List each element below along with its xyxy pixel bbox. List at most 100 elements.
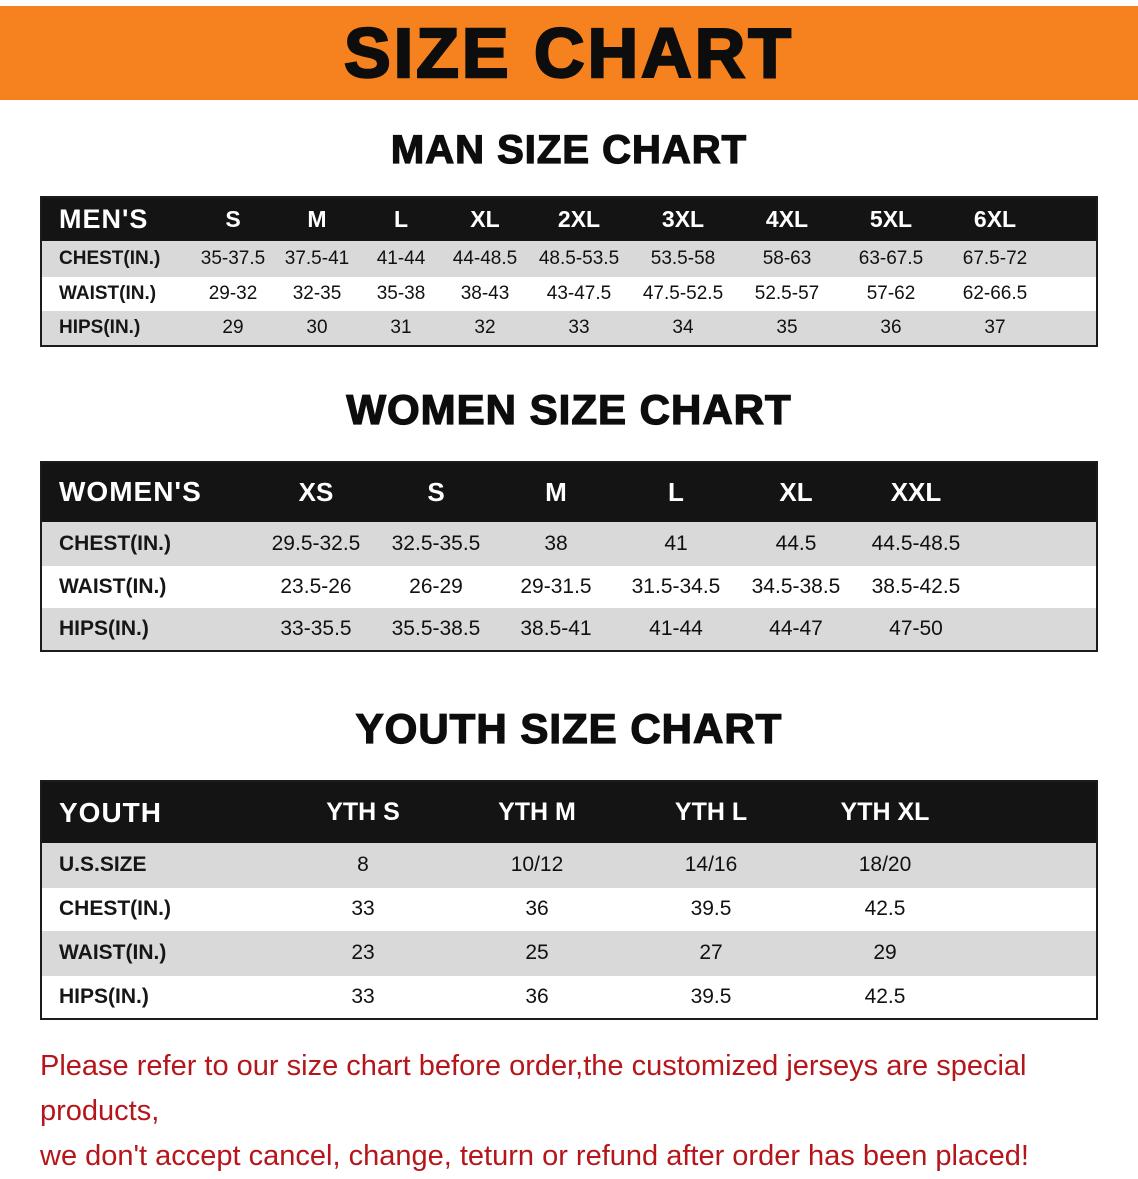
page-title: SIZE CHART: [343, 13, 794, 93]
size-value-cell: 43-47.5: [546, 282, 612, 304]
table-spacer-cell: [976, 565, 1097, 608]
size-value-cell: 41: [664, 531, 688, 555]
size-column-header: YTH S: [326, 798, 400, 827]
size-value-cell: 44-48.5: [452, 247, 518, 269]
size-value-cell: 63-67.5: [858, 247, 924, 269]
size-column-header: YTH XL: [840, 798, 930, 827]
size-column-header: 2XL: [557, 205, 601, 232]
size-value-cell: 29-32: [208, 282, 258, 304]
size-value-cell: 67.5-72: [962, 247, 1028, 269]
size-value-cell: 44.5: [775, 531, 817, 555]
size-column-header: 6XL: [973, 205, 1017, 232]
size-value-cell: 35.5-38.5: [391, 617, 481, 641]
disclaimer-line-1: Please refer to our size chart before or…: [40, 1050, 1027, 1128]
size-column-header: 5XL: [869, 205, 913, 232]
size-value-cell: 57-62: [866, 282, 916, 304]
size-value-cell: 32.5-35.5: [391, 531, 481, 555]
table-spacer-cell: [1047, 197, 1097, 241]
size-table-row: U.S.SIZE 8 10/12 14/16 18/20: [41, 843, 1097, 888]
size-value-cell: 41-44: [649, 617, 703, 641]
size-column-header: XL: [779, 476, 813, 507]
measurement-row-label: CHEST(IN.): [59, 897, 171, 921]
measurement-row-label: WAIST(IN.): [59, 574, 167, 598]
size-value-cell: 29: [222, 317, 244, 339]
table-spacer-cell: [976, 462, 1097, 522]
size-column-header: XXL: [890, 476, 942, 507]
size-value-cell: 44.5-48.5: [871, 531, 961, 555]
table-spacer-cell: [1047, 276, 1097, 311]
size-value-cell: 30: [306, 317, 328, 339]
table-spacer-cell: [1047, 241, 1097, 276]
size-column-header: YTH L: [674, 798, 748, 827]
youth-size-chart-section: YOUTH SIZE CHART YOUTH YTH S YTH M YTH L YTH…: [0, 705, 1138, 1021]
table-spacer-cell: [1047, 311, 1097, 346]
size-table-row: HIPS(IN.) 33 36 39.5 42.5: [41, 975, 1097, 1019]
size-column-header: XS: [298, 476, 334, 507]
measurement-row-label: HIPS(IN.): [59, 317, 141, 339]
table-group-label: WOMEN'S: [59, 476, 202, 508]
measurement-row-label: WAIST(IN.): [59, 941, 167, 965]
size-value-cell: 31.5-34.5: [631, 574, 721, 598]
measurement-row-label: CHEST(IN.): [59, 531, 171, 555]
size-value-cell: 10/12: [510, 853, 564, 877]
men-size-table: MEN'S S M L XL 2XL 3XL 4XL 5XL 6XL CHEST(IN.) 35-37…: [40, 196, 1098, 347]
table-spacer-cell: [972, 931, 1097, 975]
disclaimer-line-2: we don't accept cancel, change, teturn o…: [40, 1140, 1029, 1173]
size-value-cell: 33: [568, 317, 590, 339]
size-value-cell: 27: [699, 941, 723, 965]
size-value-cell: 29.5-32.5: [271, 531, 361, 555]
size-value-cell: 35: [776, 317, 798, 339]
size-column-header: 4XL: [765, 205, 809, 232]
size-value-cell: 33: [351, 897, 375, 921]
size-value-cell: 38: [544, 531, 568, 555]
size-table-row: CHEST(IN.) 35-37.5 37.5-41 41-44 44-48.5 48.5…: [41, 241, 1097, 276]
size-chart-page: SIZE CHART MAN SIZE CHART MEN'S S M L XL 2XL 3…: [0, 6, 1138, 1179]
size-table-row: CHEST(IN.) 33 36 39.5 42.5: [41, 887, 1097, 931]
table-group-label: MEN'S: [59, 203, 149, 234]
size-column-header: M: [307, 205, 327, 232]
table-spacer-cell: [976, 522, 1097, 565]
table-spacer-cell: [972, 843, 1097, 887]
size-table-header-row: YOUTH YTH S YTH M YTH L YTH XL: [41, 781, 1097, 844]
size-value-cell: 18/20: [858, 853, 912, 877]
banner: SIZE CHART: [0, 6, 1138, 100]
size-value-cell: 23.5-26: [280, 574, 352, 598]
size-table-row: WAIST(IN.) 23 25 27 29: [41, 931, 1097, 976]
size-value-cell: 37.5-41: [284, 247, 350, 269]
size-value-cell: 39.5: [690, 897, 732, 921]
youth-size-table: YOUTH YTH S YTH M YTH L YTH XL U.S.SIZE 8 10/12…: [40, 780, 1098, 1021]
size-column-header: S: [225, 205, 241, 232]
measurement-row-label: HIPS(IN.): [59, 985, 149, 1009]
women-size-table: WOMEN'S XS S M L XL XXL CHEST(IN.) 29.5-32.5 32.5…: [40, 461, 1098, 653]
measurement-row-label: WAIST(IN.): [59, 282, 157, 304]
size-value-cell: 38.5-41: [520, 617, 592, 641]
size-table-row: CHEST(IN.) 29.5-32.5 32.5-35.5 38 41 44.5 44.5…: [41, 522, 1097, 566]
size-value-cell: 44-47: [769, 617, 823, 641]
size-value-cell: 26-29: [409, 574, 463, 598]
size-value-cell: 62-66.5: [962, 282, 1028, 304]
measurement-row-label: U.S.SIZE: [59, 853, 147, 877]
size-value-cell: 34.5-38.5: [751, 574, 841, 598]
size-table-header-row: WOMEN'S XS S M L XL XXL: [41, 462, 1097, 523]
size-value-cell: 38.5-42.5: [871, 574, 961, 598]
size-value-cell: 25: [525, 941, 549, 965]
measurement-row-label: HIPS(IN.): [59, 617, 149, 641]
size-value-cell: 47.5-52.5: [642, 282, 724, 304]
size-value-cell: 53.5-58: [650, 247, 716, 269]
size-value-cell: 38-43: [460, 282, 510, 304]
men-size-chart-heading: MAN SIZE CHART: [390, 127, 748, 172]
size-value-cell: 8: [357, 853, 369, 877]
size-column-header: L: [668, 476, 684, 507]
chart-sections: MAN SIZE CHART MEN'S S M L XL 2XL 3XL 4XL 5XL 6XL…: [0, 127, 1138, 1021]
size-value-cell: 14/16: [684, 853, 738, 877]
size-value-cell: 31: [390, 317, 412, 339]
size-value-cell: 35-38: [376, 282, 426, 304]
table-group-label: YOUTH: [59, 796, 162, 828]
size-value-cell: 36: [525, 897, 549, 921]
size-value-cell: 35-37.5: [200, 247, 266, 269]
size-value-cell: 33-35.5: [280, 617, 352, 641]
size-column-header: 3XL: [661, 205, 705, 232]
size-value-cell: 41-44: [376, 247, 426, 269]
size-value-cell: 42.5: [864, 985, 906, 1009]
size-table-row: HIPS(IN.) 29 30 31 32 33 34 35 36 37: [41, 311, 1097, 346]
